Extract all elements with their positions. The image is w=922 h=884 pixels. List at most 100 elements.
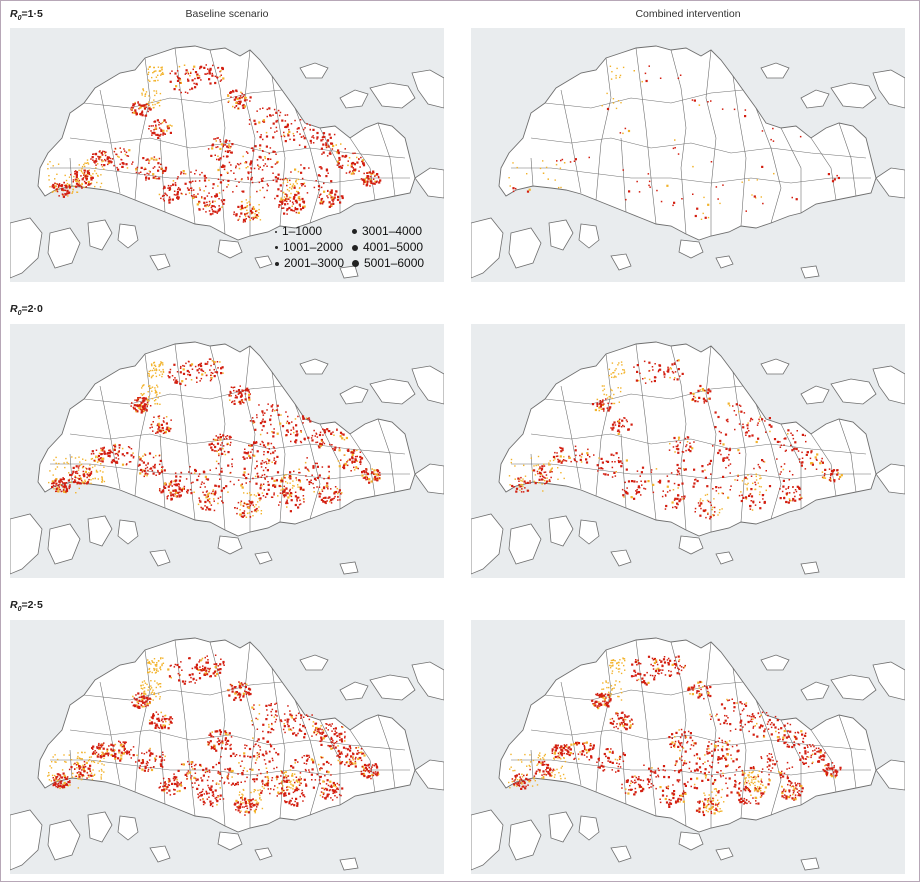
case-marker-high [216, 450, 218, 453]
case-marker-low [246, 202, 248, 204]
case-marker-high [290, 499, 293, 502]
district-boundary [50, 759, 410, 776]
case-marker-high [216, 195, 219, 197]
case-marker-high [96, 461, 99, 463]
case-marker-high [574, 158, 577, 161]
case-marker-low [148, 385, 151, 387]
case-marker-high [254, 441, 257, 445]
case-marker-low [158, 374, 161, 376]
case-marker-high [217, 485, 221, 488]
case-marker-high [522, 491, 525, 493]
case-marker-high [115, 153, 117, 156]
case-marker-high [232, 90, 235, 93]
case-marker-low [253, 494, 256, 496]
case-marker-high [228, 145, 230, 148]
case-marker-high [287, 133, 289, 135]
case-marker-high [279, 200, 282, 203]
case-marker-high [747, 427, 749, 430]
case-marker-high [738, 410, 740, 413]
case-marker-high [678, 500, 681, 503]
case-marker-low [55, 456, 57, 459]
case-marker-high [109, 450, 112, 453]
case-marker-high [613, 454, 615, 457]
case-marker-high [173, 775, 176, 779]
case-marker-high [792, 434, 794, 436]
case-marker-high [169, 368, 172, 371]
case-marker-high [185, 478, 188, 480]
case-marker-high [218, 473, 221, 475]
case-marker-high [313, 487, 315, 489]
case-marker-high [285, 193, 287, 195]
case-marker-high [261, 790, 263, 792]
case-marker-low [148, 101, 150, 103]
case-marker-high [256, 465, 258, 467]
case-marker-high [92, 452, 95, 455]
case-marker-high [322, 200, 325, 203]
case-marker-high [187, 188, 190, 191]
case-marker-high [155, 124, 157, 126]
offshore-island [149, 845, 171, 863]
case-marker-high [198, 77, 201, 79]
case-marker-high [186, 187, 189, 189]
case-marker-high [114, 743, 117, 746]
case-marker-high [178, 77, 181, 80]
case-marker-high [816, 453, 819, 456]
case-marker-high [163, 421, 165, 423]
case-marker-high [726, 418, 729, 421]
case-marker-high [325, 168, 328, 171]
case-marker-high [64, 184, 66, 187]
case-marker-low [605, 394, 608, 396]
case-marker-high [300, 136, 303, 138]
case-marker-high [223, 664, 225, 666]
case-marker-high [66, 193, 68, 195]
case-marker-low [151, 101, 153, 104]
case-marker-high [270, 166, 273, 168]
case-marker-high [221, 67, 224, 71]
case-marker-high [69, 781, 71, 784]
case-marker-high [674, 506, 676, 508]
case-marker-high [795, 490, 798, 493]
case-marker-low [620, 102, 622, 104]
case-marker-high [244, 213, 247, 216]
case-marker-high [242, 390, 244, 393]
case-marker-high [709, 518, 711, 520]
case-marker-low [748, 179, 750, 181]
case-marker-high [144, 407, 146, 410]
case-marker-high [526, 190, 530, 193]
case-marker-high [74, 476, 76, 478]
case-marker-high [206, 499, 210, 502]
case-marker-high [248, 391, 250, 393]
case-marker-high [189, 466, 191, 468]
case-marker-high [144, 115, 146, 117]
case-marker-high [242, 505, 245, 507]
case-marker-high [147, 403, 149, 406]
case-marker-high [214, 484, 217, 487]
case-marker-high [57, 186, 60, 188]
case-marker-high [208, 192, 210, 194]
case-marker-high [337, 495, 339, 498]
case-marker-high [335, 490, 338, 494]
case-marker-high [677, 470, 680, 473]
case-marker-high [305, 769, 307, 772]
case-marker-high [241, 401, 244, 403]
case-marker-high [231, 401, 233, 404]
case-marker-high [836, 174, 838, 177]
case-marker-high [253, 217, 255, 219]
case-marker-high [217, 209, 220, 212]
case-marker-high [574, 449, 577, 452]
case-marker-high [76, 472, 79, 475]
case-marker-high [256, 472, 259, 475]
case-marker-high [647, 173, 650, 175]
case-marker-high [365, 478, 367, 481]
case-marker-high [324, 496, 327, 499]
case-marker-high [136, 754, 138, 756]
case-marker-low [541, 473, 543, 476]
case-marker-high [137, 692, 140, 695]
case-marker-high [371, 468, 373, 470]
case-marker-high [701, 465, 704, 468]
case-marker-high [194, 77, 196, 80]
case-marker-high [286, 209, 288, 212]
case-marker-high [247, 178, 249, 180]
case-marker-high [107, 754, 109, 757]
